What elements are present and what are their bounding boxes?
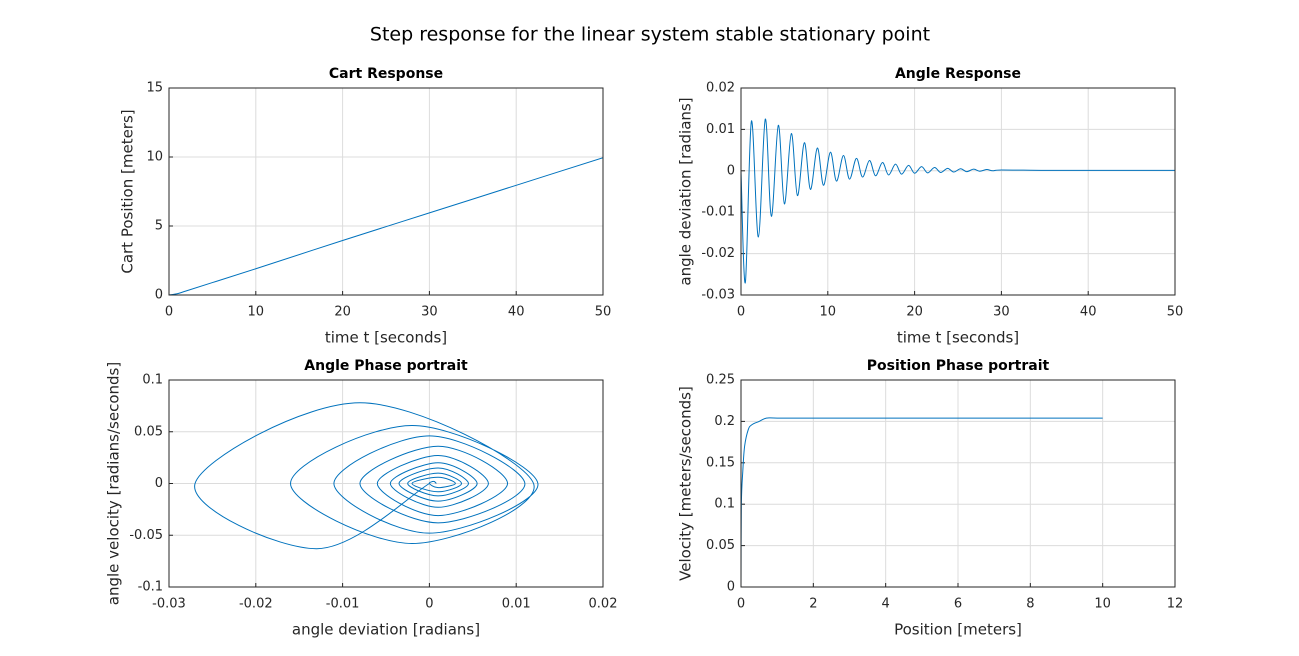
y-tick-label: 0.01 — [706, 122, 735, 137]
y-tick-label: 0.15 — [706, 455, 735, 470]
data-line — [741, 417, 1103, 587]
data-line — [169, 157, 603, 295]
data-line — [194, 402, 539, 550]
x-tick-label: 0 — [737, 305, 745, 320]
x-axis-label: Position [meters] — [894, 621, 1022, 639]
y-tick-label: 5 — [155, 219, 163, 234]
y-tick-label: -0.03 — [701, 288, 735, 303]
x-tick-label: 50 — [595, 305, 612, 320]
y-tick-label: -0.1 — [138, 580, 163, 595]
axes-box — [168, 379, 604, 588]
x-tick-label: 10 — [248, 305, 265, 320]
y-tick-label: 0.2 — [714, 414, 735, 429]
y-tick-label: 0.1 — [714, 497, 735, 512]
y-tick-label: 15 — [146, 81, 163, 96]
x-tick-label: 20 — [906, 305, 923, 320]
x-tick-label: 0.02 — [589, 597, 618, 612]
y-tick-label: 0.05 — [706, 538, 735, 553]
y-tick-label: 0 — [727, 163, 735, 178]
x-tick-label: 10 — [820, 305, 837, 320]
x-tick-label: 0.01 — [502, 597, 531, 612]
x-tick-label: 10 — [1094, 597, 1111, 612]
y-tick-label: 0.1 — [142, 373, 163, 388]
axes-box — [740, 379, 1176, 588]
x-axis-label: time t [seconds] — [325, 329, 447, 347]
axes-box — [740, 87, 1176, 296]
y-tick-label: 0 — [155, 476, 163, 491]
axes-title: Angle Response — [895, 66, 1021, 82]
x-tick-label: 40 — [1080, 305, 1097, 320]
axes-box — [168, 87, 604, 296]
x-axis-label: time t [seconds] — [897, 329, 1019, 347]
x-tick-label: 12 — [1167, 597, 1184, 612]
y-tick-label: 10 — [146, 150, 163, 165]
x-tick-label: -0.03 — [152, 597, 186, 612]
x-tick-label: 30 — [993, 305, 1010, 320]
x-tick-label: 4 — [882, 597, 890, 612]
x-tick-label: 6 — [954, 597, 962, 612]
x-tick-label: 30 — [421, 305, 438, 320]
x-tick-label: 0 — [165, 305, 173, 320]
x-tick-label: 2 — [809, 597, 817, 612]
y-tick-label: 0.02 — [706, 81, 735, 96]
data-line — [741, 118, 1175, 284]
y-axis-label: angle deviation [radians] — [677, 97, 695, 285]
axes-title: Angle Phase portrait — [304, 358, 468, 374]
x-tick-label: 40 — [508, 305, 525, 320]
x-tick-label: -0.01 — [326, 597, 360, 612]
x-tick-label: 20 — [334, 305, 351, 320]
y-axis-label: Velocity [meters/seconds] — [677, 386, 695, 581]
x-tick-label: 8 — [1026, 597, 1034, 612]
figure-title: Step response for the linear system stab… — [370, 24, 930, 46]
y-tick-label: -0.01 — [701, 205, 735, 220]
x-axis-label: angle deviation [radians] — [292, 621, 480, 639]
axes-title: Cart Response — [329, 66, 443, 82]
y-axis-label: angle velocity [radians/seconds] — [105, 362, 123, 605]
plot-area — [741, 88, 1175, 295]
y-tick-label: 0.25 — [706, 373, 735, 388]
y-tick-label: -0.05 — [129, 528, 163, 543]
y-axis-label: Cart Position [meters] — [119, 109, 137, 273]
axes-title: Position Phase portrait — [867, 358, 1050, 374]
x-tick-label: 50 — [1167, 305, 1184, 320]
y-tick-label: 0 — [727, 580, 735, 595]
y-tick-label: 0.05 — [134, 424, 163, 439]
y-tick-label: 0 — [155, 288, 163, 303]
y-tick-label: -0.02 — [701, 246, 735, 261]
x-tick-label: 0 — [737, 597, 745, 612]
x-tick-label: -0.02 — [239, 597, 273, 612]
x-tick-label: 0 — [425, 597, 433, 612]
plot-area — [169, 88, 603, 295]
